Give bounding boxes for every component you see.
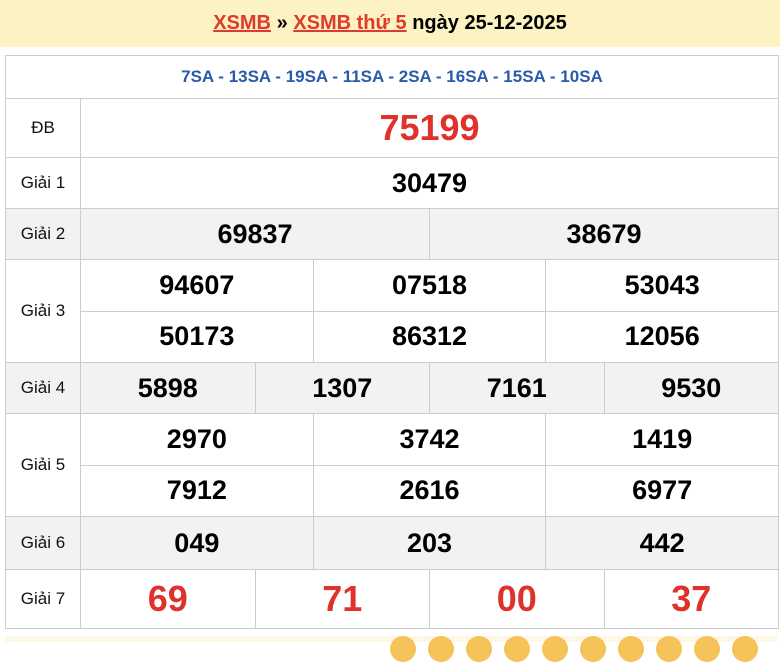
xsmb-link[interactable]: XSMB [213, 12, 272, 34]
prize-number: 71 [254, 570, 430, 628]
prize-number: 37 [603, 570, 779, 628]
ball-icon [694, 636, 720, 662]
prize-number: 442 [545, 517, 778, 569]
prize-row: Giải 3 94607 07518 53043 50173 86312 12056 [6, 260, 778, 363]
ball-icon [618, 636, 644, 662]
prize-number: 94607 [159, 269, 235, 300]
prize-number: 1419 [545, 414, 778, 465]
page-header: XSMB » XSMB thứ 5 ngày 25-12-2025 [0, 0, 780, 47]
prize-row: Giải 1 30479 [6, 158, 778, 209]
ball-icon [390, 636, 416, 662]
prize-number: 69837 [217, 218, 293, 249]
footer-strip [5, 636, 777, 642]
prize-number: 53043 [545, 260, 778, 311]
prize-label: Giải 6 [6, 517, 81, 569]
prize-label: Giải 3 [6, 260, 81, 362]
prize-number: 7912 [166, 475, 227, 506]
ball-icon [428, 636, 454, 662]
prize-label: Giải 4 [6, 363, 81, 413]
prize-number: 50173 [159, 321, 235, 352]
results-table: 7SA - 13SA - 19SA - 11SA - 2SA - 16SA - … [5, 55, 779, 629]
prize-number: 1307 [254, 363, 430, 413]
ball-icon [542, 636, 568, 662]
draw-date: ngày 25-12-2025 [406, 12, 567, 34]
prize-label: Giải 2 [6, 209, 81, 259]
prize-label: Giải 7 [6, 570, 81, 628]
ball-icon [732, 636, 758, 662]
ball-icon [504, 636, 530, 662]
prize-label: ĐB [6, 99, 81, 157]
prize-label: Giải 1 [6, 158, 81, 208]
prize-row: Giải 4 5898 1307 7161 9530 [6, 363, 778, 414]
xsmb-thu5-link[interactable]: XSMB thứ 5 [293, 12, 407, 34]
prize-number: 12056 [545, 311, 778, 362]
ball-icon [580, 636, 606, 662]
number-balls [390, 636, 758, 662]
prize-number: 5898 [137, 372, 198, 403]
ball-icon [656, 636, 682, 662]
prize-number: 00 [429, 570, 604, 628]
prize-number: 3742 [312, 414, 546, 465]
breadcrumb-separator: » [271, 12, 294, 34]
prize-row: Giải 6 049 203 442 [6, 517, 778, 570]
prize-label: Giải 5 [6, 414, 81, 516]
prize-number: 75199 [379, 107, 480, 148]
prize-row: ĐB 75199 [6, 99, 778, 158]
prize-number: 30479 [391, 167, 468, 198]
prize-row: Giải 5 2970 3742 1419 7912 2616 6977 [6, 414, 778, 517]
prize-number: 049 [174, 527, 220, 558]
prize-number: 203 [312, 517, 546, 569]
prize-number: 69 [147, 578, 188, 619]
prize-row: Giải 7 69 71 00 37 [6, 570, 778, 629]
ball-icon [466, 636, 492, 662]
prize-number: 2970 [166, 423, 227, 454]
prize-number: 38679 [429, 209, 778, 259]
prize-number: 9530 [603, 363, 779, 413]
prize-number: 7161 [429, 363, 604, 413]
prize-number: 86312 [312, 311, 546, 362]
prize-number: 6977 [545, 465, 778, 516]
prize-row: Giải 2 69837 38679 [6, 209, 778, 260]
prize-number: 07518 [312, 260, 546, 311]
prize-number: 2616 [312, 465, 546, 516]
special-codes: 7SA - 13SA - 19SA - 11SA - 2SA - 16SA - … [6, 56, 778, 99]
